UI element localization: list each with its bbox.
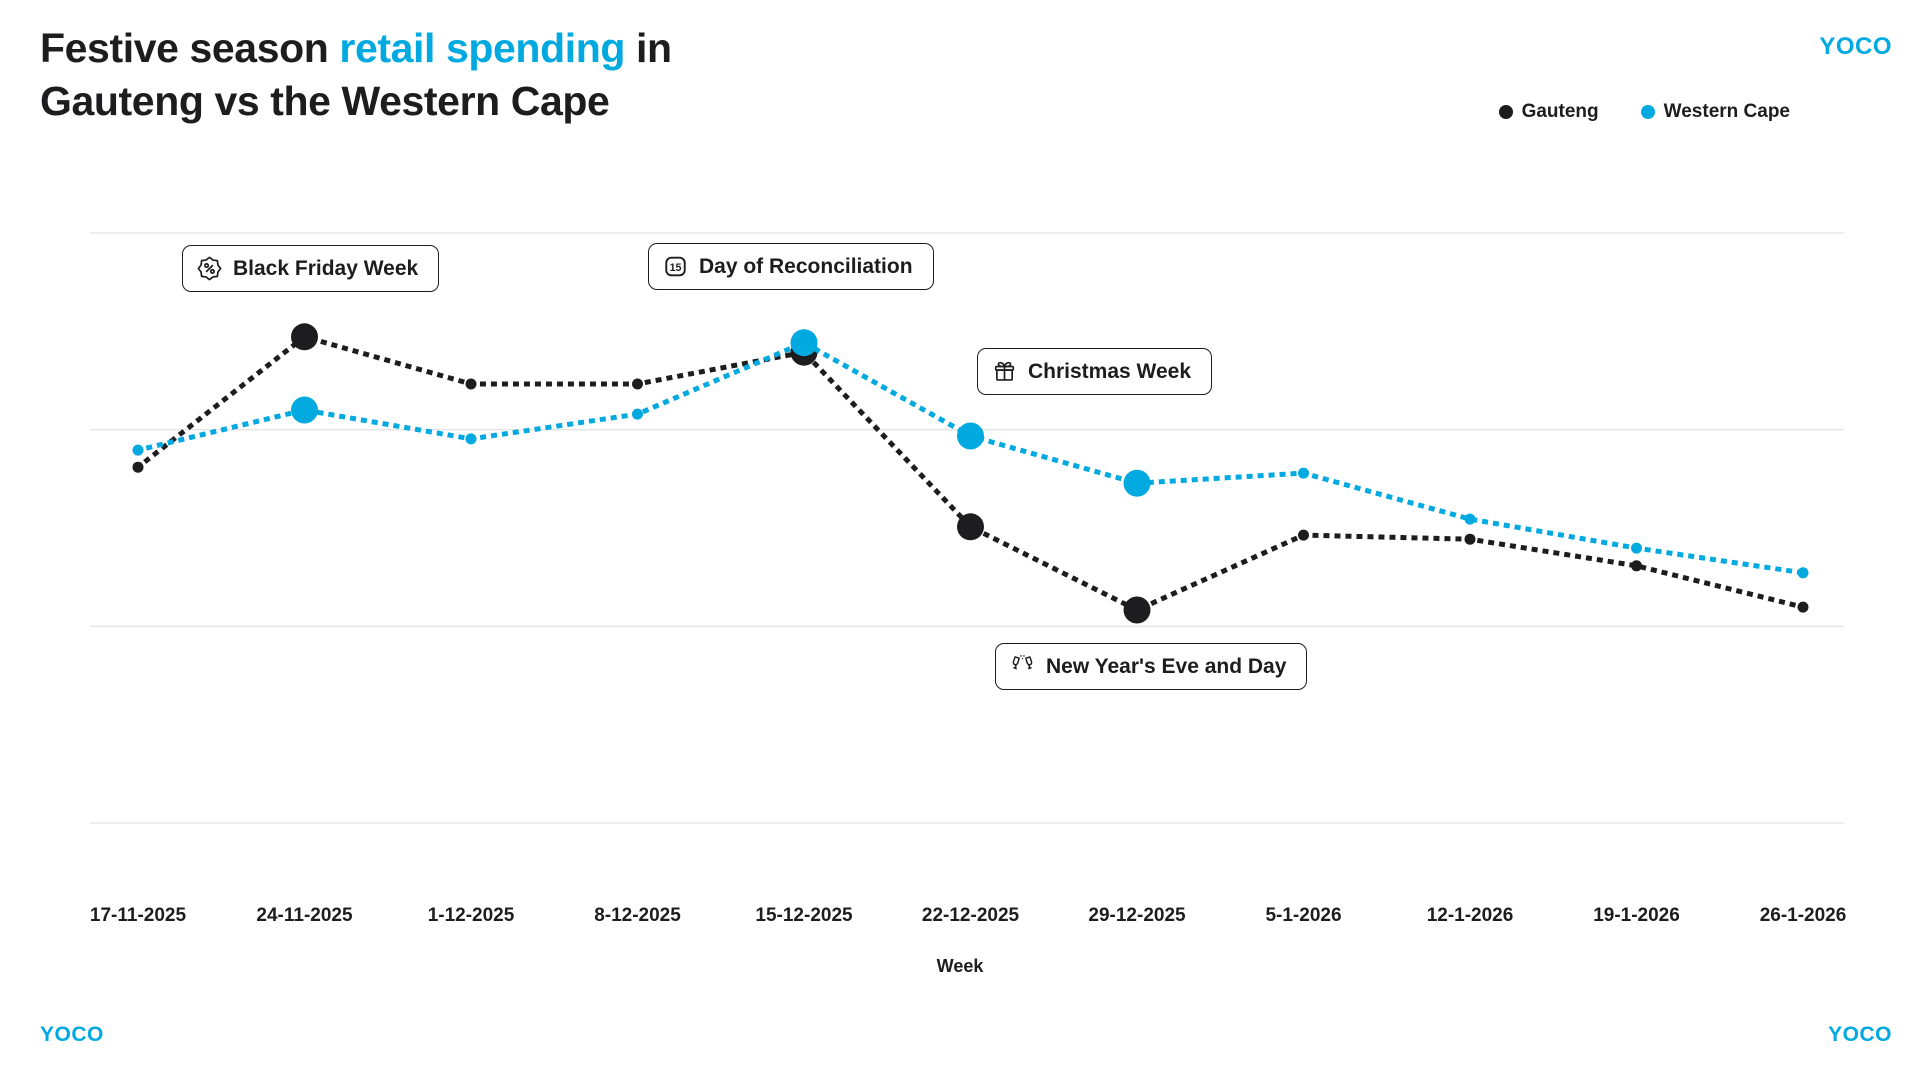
chart-legend: Gauteng Western Cape [1498, 101, 1790, 123]
gauteng-series-dot-icon [1498, 105, 1513, 119]
data-point-western-cape [1123, 469, 1151, 497]
annotation-label: New Year's Eve and Day [1046, 654, 1287, 678]
western-cape-series-dot-icon [1640, 105, 1655, 119]
annotation-black-friday-week: Black Friday Week [182, 245, 440, 292]
page-title: Festive season retail spending in Gauteng… [40, 22, 860, 129]
data-point-western-cape [632, 408, 643, 420]
data-point-gauteng [1797, 601, 1809, 613]
title-line2: Gauteng vs the Western Cape [40, 78, 610, 125]
title-text: Festive season [40, 25, 340, 71]
legend-label-gauteng: Gauteng [1521, 101, 1599, 122]
data-point-western-cape [957, 422, 984, 450]
x-axis-tick-label: 24-11-2025 [256, 905, 353, 926]
yoco-logo: YOCO [40, 1023, 104, 1046]
data-point-western-cape [132, 444, 144, 456]
x-axis-title: Week [936, 956, 984, 976]
discount-badge-icon [196, 255, 223, 282]
x-axis-tick-label: 26-1-2026 [1759, 905, 1847, 926]
x-axis-tick-label: 22-12-2025 [921, 905, 1020, 926]
annotation-christmas-week: Christmas Week [977, 348, 1213, 395]
data-point-gauteng [1464, 533, 1476, 545]
legend-item-gauteng: Gauteng [1498, 101, 1599, 123]
data-point-western-cape [1631, 542, 1642, 554]
annotation-new-year-s-eve-and-day: New Year's Eve and Day [995, 643, 1308, 690]
x-axis-tick-label: 29-12-2025 [1088, 905, 1186, 926]
calendar-icon: 15 [662, 253, 689, 280]
data-point-western-cape [790, 329, 818, 357]
data-point-western-cape [1797, 567, 1809, 579]
data-point-western-cape [465, 433, 477, 445]
title-accent-text: retail spending [339, 25, 625, 71]
x-axis-tick-label: 8-12-2025 [594, 905, 681, 926]
data-point-gauteng [291, 323, 318, 351]
x-axis-tick-label: 19-1-2026 [1593, 905, 1680, 926]
x-axis-tick-label: 5-1-2026 [1265, 905, 1342, 926]
title-text-end: in [625, 25, 672, 71]
legend-item-western-cape: Western Cape [1640, 101, 1790, 123]
data-point-gauteng [1123, 596, 1151, 624]
x-axis-tick-label: 17-11-2025 [89, 905, 187, 926]
annotation-label: Day of Reconciliation [699, 254, 913, 278]
data-point-western-cape [1464, 513, 1476, 525]
data-point-gauteng [632, 378, 643, 390]
x-axis-tick-label: 12-1-2026 [1426, 905, 1514, 926]
svg-text:15: 15 [670, 262, 682, 274]
data-point-gauteng [465, 378, 477, 390]
data-point-western-cape [291, 396, 318, 424]
data-point-gauteng [1631, 560, 1642, 572]
series-line-gauteng [134, 334, 1807, 613]
annotation-day-of-reconciliation: 15 Day of Reconciliation [648, 243, 934, 290]
yoco-logo: YOCO [1828, 1023, 1892, 1046]
x-axis-tick-label: 1-12-2025 [427, 905, 515, 926]
x-axis-tick-label: 15-12-2025 [755, 905, 853, 926]
annotation-label: Black Friday Week [233, 256, 419, 280]
gift-icon [991, 358, 1018, 385]
yoco-logo: YOCO [1819, 33, 1892, 60]
data-point-gauteng [957, 513, 984, 541]
data-point-gauteng [1298, 529, 1309, 541]
data-point-gauteng [132, 461, 144, 473]
annotation-label: Christmas Week [1028, 359, 1192, 383]
champagne-glasses-icon [1009, 653, 1036, 680]
legend-label-western-cape: Western Cape [1663, 101, 1790, 122]
data-point-western-cape [1298, 467, 1309, 479]
